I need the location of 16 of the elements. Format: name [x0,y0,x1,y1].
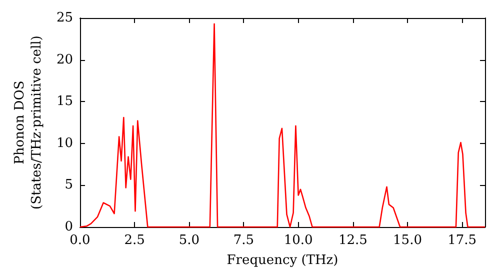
y-tick-label: 0 [64,220,73,234]
x-tick-label: 5.0 [178,233,200,248]
y-tick-label: 25 [56,10,73,26]
x-tick-label: 2.5 [124,233,145,248]
x-tick-label: 7.5 [233,233,254,248]
x-tick-label: 15.0 [393,233,422,248]
x-tick-label: 10.0 [284,233,313,248]
y-tick-label: 5 [64,178,73,193]
x-axis-title: Frequency (THz) [226,253,338,268]
x-tick-label: 12.5 [338,233,368,248]
y-tick-label: 10 [56,136,73,151]
y-tick-label: 20 [56,52,73,68]
y-axis-title: Phonon DOS (States/THz·primitive cell) [12,35,45,210]
y-tick-label: 15 [56,94,73,110]
x-tick-label: 17.5 [448,233,477,248]
x-tick-label: 0.0 [70,233,90,248]
